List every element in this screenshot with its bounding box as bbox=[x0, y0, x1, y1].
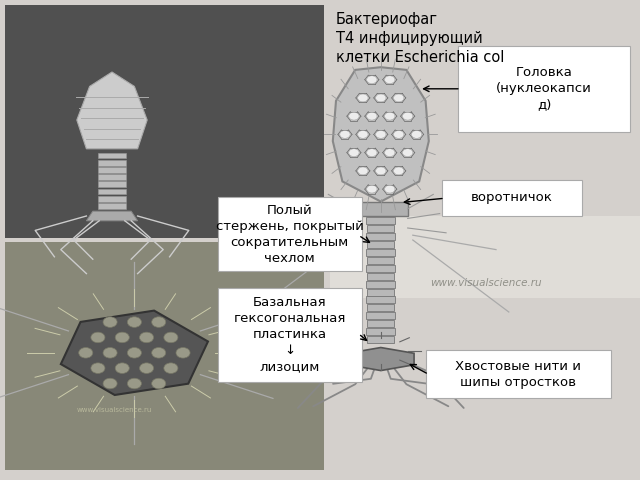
Circle shape bbox=[358, 167, 368, 175]
FancyBboxPatch shape bbox=[98, 196, 126, 202]
FancyBboxPatch shape bbox=[366, 217, 396, 224]
Circle shape bbox=[127, 348, 141, 358]
FancyBboxPatch shape bbox=[367, 241, 394, 248]
Text: Полый
стержень, покрытый
сократительным
чехлом: Полый стержень, покрытый сократительным … bbox=[216, 204, 364, 264]
Circle shape bbox=[376, 94, 386, 102]
FancyBboxPatch shape bbox=[458, 46, 630, 132]
FancyBboxPatch shape bbox=[366, 328, 396, 335]
Circle shape bbox=[367, 112, 377, 120]
FancyBboxPatch shape bbox=[366, 297, 396, 303]
FancyBboxPatch shape bbox=[367, 273, 394, 279]
Circle shape bbox=[367, 185, 377, 193]
FancyBboxPatch shape bbox=[354, 202, 408, 216]
Circle shape bbox=[403, 149, 413, 156]
FancyBboxPatch shape bbox=[5, 242, 324, 470]
FancyBboxPatch shape bbox=[98, 189, 126, 194]
Circle shape bbox=[164, 363, 178, 373]
FancyBboxPatch shape bbox=[367, 257, 394, 264]
FancyBboxPatch shape bbox=[330, 216, 640, 298]
Circle shape bbox=[103, 317, 117, 327]
Circle shape bbox=[152, 317, 166, 327]
FancyBboxPatch shape bbox=[442, 180, 582, 216]
Circle shape bbox=[367, 76, 377, 84]
Circle shape bbox=[140, 332, 154, 343]
Text: Хвостовые нити и
шипы отростков: Хвостовые нити и шипы отростков bbox=[456, 360, 581, 389]
Circle shape bbox=[140, 363, 154, 373]
FancyBboxPatch shape bbox=[366, 249, 396, 256]
Text: воротничок: воротничок bbox=[471, 192, 553, 204]
Circle shape bbox=[340, 131, 350, 138]
FancyBboxPatch shape bbox=[367, 336, 394, 343]
Circle shape bbox=[376, 131, 386, 138]
Circle shape bbox=[164, 332, 178, 343]
FancyBboxPatch shape bbox=[367, 304, 394, 312]
Polygon shape bbox=[86, 211, 138, 221]
Circle shape bbox=[385, 185, 395, 193]
Circle shape bbox=[367, 149, 377, 156]
Circle shape bbox=[115, 332, 129, 343]
FancyBboxPatch shape bbox=[98, 181, 126, 187]
FancyBboxPatch shape bbox=[367, 225, 394, 232]
Circle shape bbox=[103, 348, 117, 358]
Circle shape bbox=[79, 348, 93, 358]
Circle shape bbox=[385, 112, 395, 120]
FancyBboxPatch shape bbox=[98, 167, 126, 173]
Circle shape bbox=[358, 131, 368, 138]
Text: www.visualscience.ru: www.visualscience.ru bbox=[77, 408, 152, 413]
FancyBboxPatch shape bbox=[98, 160, 126, 166]
Polygon shape bbox=[77, 72, 147, 149]
Circle shape bbox=[385, 149, 395, 156]
FancyBboxPatch shape bbox=[367, 288, 394, 296]
Circle shape bbox=[103, 378, 117, 389]
Text: Головка
(нуклеокапси
д): Головка (нуклеокапси д) bbox=[496, 66, 592, 111]
Text: www.visualscience.ru: www.visualscience.ru bbox=[431, 278, 542, 288]
Circle shape bbox=[176, 348, 190, 358]
Circle shape bbox=[376, 167, 386, 175]
Circle shape bbox=[152, 378, 166, 389]
FancyBboxPatch shape bbox=[366, 280, 396, 288]
FancyBboxPatch shape bbox=[218, 288, 362, 382]
Polygon shape bbox=[61, 311, 208, 395]
FancyBboxPatch shape bbox=[366, 233, 396, 240]
Text: Бактериофаг
Т4 инфицирующий
клетки Escherichia col: Бактериофаг Т4 инфицирующий клетки Esche… bbox=[336, 12, 504, 65]
Circle shape bbox=[394, 131, 404, 138]
FancyBboxPatch shape bbox=[366, 264, 396, 272]
Circle shape bbox=[127, 317, 141, 327]
FancyBboxPatch shape bbox=[98, 203, 126, 209]
Polygon shape bbox=[333, 67, 429, 202]
Circle shape bbox=[394, 94, 404, 102]
Circle shape bbox=[385, 76, 395, 84]
FancyBboxPatch shape bbox=[366, 312, 396, 319]
Circle shape bbox=[152, 348, 166, 358]
Circle shape bbox=[349, 149, 359, 156]
FancyBboxPatch shape bbox=[98, 174, 126, 180]
FancyBboxPatch shape bbox=[98, 153, 126, 158]
Circle shape bbox=[403, 112, 413, 120]
Circle shape bbox=[349, 112, 359, 120]
Polygon shape bbox=[348, 348, 414, 371]
Text: Базальная
гексогональная
пластинка
↓
лизоцим: Базальная гексогональная пластинка ↓ лиз… bbox=[234, 296, 346, 373]
FancyBboxPatch shape bbox=[426, 350, 611, 398]
Circle shape bbox=[127, 378, 141, 389]
FancyBboxPatch shape bbox=[367, 320, 394, 327]
FancyBboxPatch shape bbox=[218, 197, 362, 271]
Circle shape bbox=[412, 131, 422, 138]
Circle shape bbox=[358, 94, 368, 102]
Circle shape bbox=[91, 363, 105, 373]
Circle shape bbox=[91, 332, 105, 343]
FancyBboxPatch shape bbox=[5, 5, 324, 238]
Circle shape bbox=[394, 167, 404, 175]
Circle shape bbox=[115, 363, 129, 373]
